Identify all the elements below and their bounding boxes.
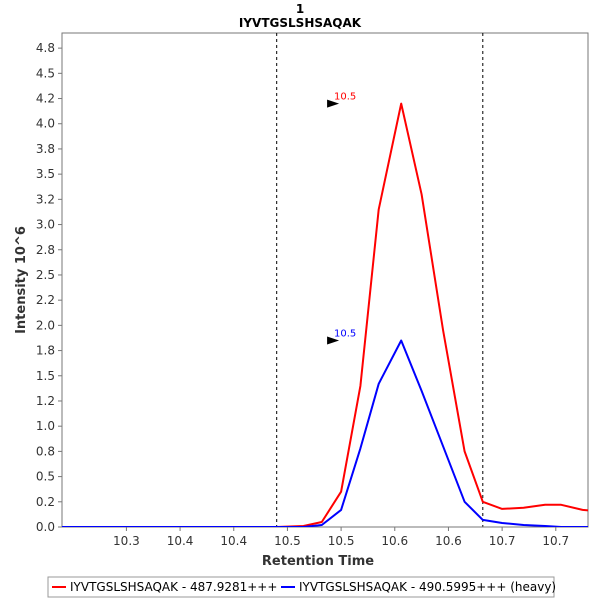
integration-boundaries (276, 33, 484, 527)
x-axis-title: Retention Time (262, 554, 374, 569)
y-axis: 0.0 0.2 0.5 0.8 1.0 1.2 1.5 1.8 2.0 2.2 2.5 2.8 3.0 3… (36, 33, 63, 534)
y-tick-label: 4.2 (36, 92, 55, 106)
x-tick-label: 10.4 (220, 534, 247, 548)
y-tick-label: 2.0 (36, 318, 55, 332)
y-tick-label: 3.8 (36, 142, 55, 156)
series-layer: 10.5 10.5 (62, 92, 588, 527)
chart-title: 1 (296, 2, 304, 16)
series-line-heavy (62, 339, 588, 527)
x-tick-label: 10.6 (435, 534, 462, 548)
series-line-light (62, 102, 588, 527)
peak-label: 10.5 (334, 328, 356, 339)
x-tick-label: 10.7 (489, 534, 516, 548)
legend-box (47, 576, 555, 598)
legend: IYVTGSLSHSAQAK - 487.9281+++ IYVTGSLSHSA… (47, 576, 556, 598)
x-tick-label: 10.3 (113, 534, 140, 548)
y-tick-label: 4.0 (36, 117, 55, 131)
y-tick-label: 3.2 (36, 192, 55, 206)
y-axis-title: Intensity 10^6 (14, 226, 29, 334)
y-tick-label: 2.5 (36, 268, 55, 282)
peak-marker-icon (327, 336, 340, 345)
y-tick-label: 2.2 (36, 293, 55, 307)
y-tick-label: 4.5 (36, 66, 55, 80)
x-tick-label: 10.6 (381, 534, 408, 548)
y-tick-label: 0.5 (36, 470, 55, 484)
plot-area (61, 32, 589, 528)
y-tick-label: 1.0 (36, 419, 55, 433)
legend-label-light: IYVTGSLSHSAQAK - 487.9281+++ (70, 580, 277, 594)
x-tick-label: 10.4 (167, 534, 194, 548)
y-tick-label: 1.8 (36, 344, 55, 358)
y-tick-label: 0.0 (36, 520, 55, 534)
y-tick-label: 0.8 (36, 444, 55, 458)
chart-subtitle: IYVTGSLSHSAQAK (239, 16, 362, 30)
x-tick-label: 10.5 (328, 534, 355, 548)
peak-marker-icon (327, 99, 340, 108)
y-tick-label: 1.5 (36, 369, 55, 383)
x-tick-label: 10.7 (542, 534, 569, 548)
y-tick-label: 4.8 (36, 41, 55, 55)
x-tick-label: 10.5 (274, 534, 301, 548)
y-tick-label: 2.8 (36, 243, 55, 257)
peak-label: 10.5 (334, 92, 356, 103)
y-tick-label: 3.5 (36, 167, 55, 181)
y-tick-label: 1.2 (36, 394, 55, 408)
y-tick-label: 0.2 (36, 495, 55, 509)
y-tick-label: 3.0 (36, 218, 55, 232)
legend-label-heavy: IYVTGSLSHSAQAK - 490.5995+++ (heavy) (299, 580, 556, 594)
